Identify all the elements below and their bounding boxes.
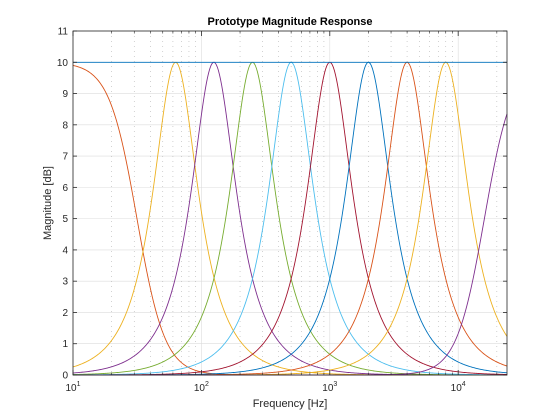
y-tick-labels: 0 1 2 3 4 5 6 7 8 9 10 11 (57, 27, 69, 382)
y-tick-label: 6 (62, 183, 68, 194)
y-tick-label: 4 (62, 245, 68, 256)
y-tick-label: 10 (57, 58, 69, 69)
x-axis-label: Frequency [Hz] (253, 398, 328, 410)
x-tick-label: 103 (322, 381, 337, 394)
y-tick-label: 9 (62, 89, 68, 100)
y-tick-label: 3 (62, 277, 68, 288)
series-line-4 (72, 61, 508, 376)
y-tick-label: 2 (62, 308, 68, 319)
plot-area (73, 31, 507, 375)
chart-title: Prototype Magnitude Response (207, 16, 372, 28)
ticks (72, 30, 507, 376)
x-tick-label: 104 (451, 381, 466, 394)
y-tick-label: 7 (62, 152, 68, 163)
y-tick-label: 1 (62, 339, 68, 350)
y-tick-label: 8 (62, 120, 68, 131)
series-line-5 (73, 61, 507, 376)
x-tick-label: 101 (65, 381, 80, 394)
y-tick-label: 11 (58, 27, 69, 38)
y-tick-label: 0 (62, 371, 68, 382)
y-tick-label: 5 (62, 214, 68, 225)
y-axis-label: Magnitude [dB] (42, 166, 54, 240)
x-tick-labels: 101 102 103 104 (65, 381, 465, 394)
x-tick-label: 102 (194, 381, 209, 394)
axes-box (72, 30, 508, 376)
